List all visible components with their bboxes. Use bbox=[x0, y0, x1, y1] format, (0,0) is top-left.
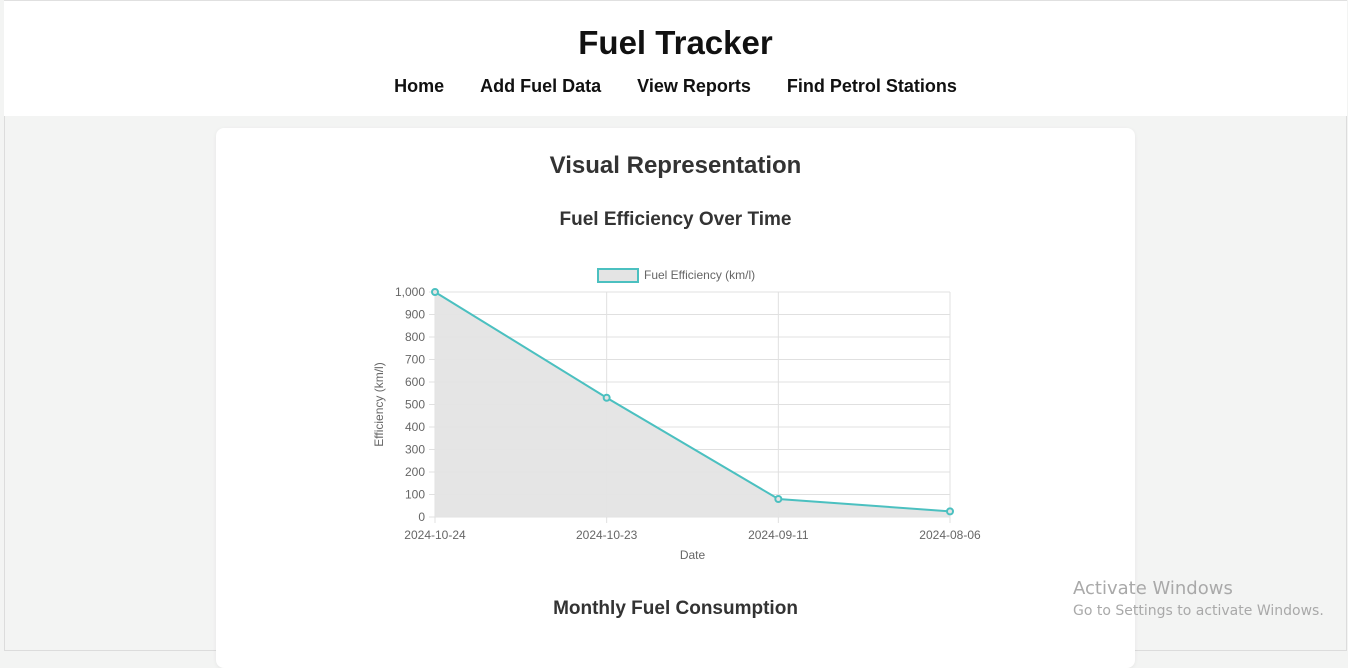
data-point bbox=[602, 393, 611, 402]
y-tick-label: 600 bbox=[405, 375, 425, 389]
site-title: Fuel Tracker bbox=[578, 24, 773, 61]
y-tick-label: 0 bbox=[418, 510, 425, 524]
series-line bbox=[434, 291, 951, 513]
card-title: Visual Representation bbox=[549, 152, 802, 179]
y-tick-label: 300 bbox=[405, 443, 425, 457]
activate-windows-subtitle: Go to Settings to activate Windows. bbox=[1073, 603, 1324, 619]
data-point bbox=[946, 507, 954, 516]
legend-swatch bbox=[597, 268, 639, 283]
nav-add-fuel-data[interactable]: Add Fuel Data bbox=[480, 76, 602, 96]
chart-heading: Fuel Efficiency Over Time bbox=[559, 209, 792, 230]
main-nav: Home Add Fuel Data View Reports Find Pet… bbox=[4, 75, 1347, 97]
legend-label: Fuel Efficiency (km/l) bbox=[644, 268, 755, 282]
report-card bbox=[216, 128, 1135, 668]
data-point bbox=[431, 288, 439, 296]
y-tick-label: 1,000 bbox=[395, 285, 425, 299]
nav-find-petrol-stations[interactable]: Find Petrol Stations bbox=[786, 76, 957, 96]
activate-windows-title: Activate Windows bbox=[1073, 578, 1233, 599]
nav-view-reports[interactable]: View Reports bbox=[637, 76, 751, 96]
site-header: Fuel Tracker Home Add Fuel Data View Rep… bbox=[4, 0, 1347, 116]
x-tick-label: 2024-10-23 bbox=[576, 528, 638, 542]
x-axis-title: Date bbox=[680, 548, 706, 562]
series-area bbox=[435, 292, 950, 517]
y-tick-label: 200 bbox=[405, 465, 425, 479]
y-tick-label: 800 bbox=[405, 330, 425, 344]
x-tick-label: 2024-09-11 bbox=[748, 528, 809, 542]
y-tick-label: 900 bbox=[405, 308, 425, 322]
x-tick-label: 2024-08-06 bbox=[919, 528, 981, 542]
y-tick-label: 500 bbox=[405, 398, 425, 412]
nav-home[interactable]: Home bbox=[394, 76, 445, 96]
data-point bbox=[774, 495, 783, 503]
monthly-consumption-heading: Monthly Fuel Consumption bbox=[553, 598, 798, 619]
y-tick-label: 700 bbox=[405, 353, 425, 367]
efficiency-chart: Fuel Efficiency (km/l) 0 100 200 300 400 500 60… bbox=[372, 268, 981, 562]
y-tick-label: 100 bbox=[405, 488, 425, 502]
y-axis-title: Efficiency (km/l) bbox=[372, 362, 386, 446]
x-tick-label: 2024-10-24 bbox=[404, 528, 466, 542]
y-tick-label: 400 bbox=[405, 420, 425, 434]
